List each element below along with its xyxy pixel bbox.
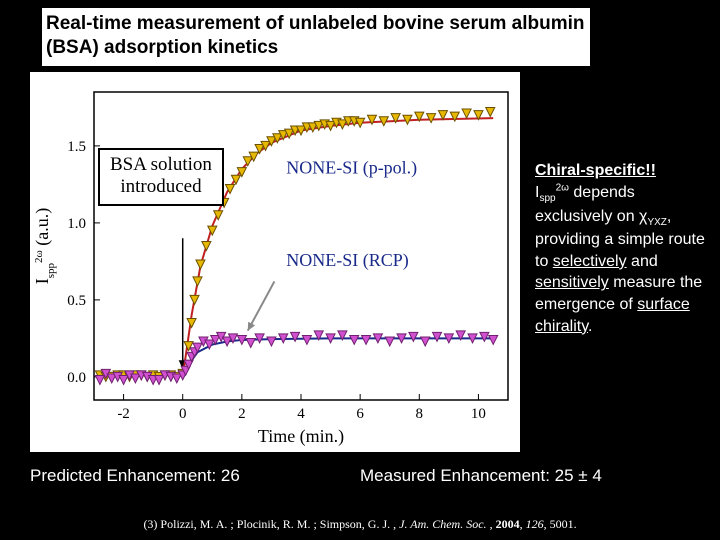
side-note-body: Ispp2ω depends exclusively on χYXZ, prov… [535, 184, 705, 335]
bsa-annotation-line2: introduced [110, 176, 212, 198]
bsa-annotation-line1: BSA solution [110, 154, 212, 176]
svg-text:2: 2 [238, 406, 246, 422]
svg-text:NONE-SI (RCP): NONE-SI (RCP) [286, 250, 409, 271]
predicted-enhancement: Predicted Enhancement: 26 [30, 466, 240, 486]
side-note: Chiral-specific!! Ispp2ω depends exclusi… [535, 160, 710, 337]
svg-text:0: 0 [179, 406, 187, 422]
side-note-headline: Chiral-specific!! [535, 162, 656, 179]
measured-enhancement: Measured Enhancement: 25 ± 4 [360, 466, 602, 486]
kinetics-chart: -2 0 2 4 6 8 10 0.0 0.5 1.0 1.5 Time (min.) Ispp2ω (… [30, 72, 520, 452]
slide-title: Real-time measurement of unlabeled bovin… [42, 8, 590, 66]
svg-text:1.0: 1.0 [67, 216, 86, 232]
svg-text:0.0: 0.0 [67, 370, 86, 386]
svg-text:6: 6 [356, 406, 364, 422]
svg-text:8: 8 [416, 406, 424, 422]
svg-text:1.5: 1.5 [67, 139, 86, 155]
svg-text:NONE-SI (p-pol.): NONE-SI (p-pol.) [286, 158, 417, 179]
svg-text:Ispp2ω (a.u.): Ispp2ω (a.u.) [32, 208, 57, 285]
svg-text:4: 4 [297, 406, 305, 422]
svg-text:10: 10 [471, 406, 486, 422]
svg-text:-2: -2 [117, 406, 130, 422]
svg-text:Time (min.): Time (min.) [258, 426, 344, 447]
svg-text:0.5: 0.5 [67, 293, 86, 309]
citation: (3) Polizzi, M. A. ; Plocinik, R. M. ; S… [0, 517, 720, 532]
bsa-annotation: BSA solution introduced [98, 148, 224, 206]
chart-panel: -2 0 2 4 6 8 10 0.0 0.5 1.0 1.5 Time (min.) Ispp2ω (… [30, 72, 520, 452]
